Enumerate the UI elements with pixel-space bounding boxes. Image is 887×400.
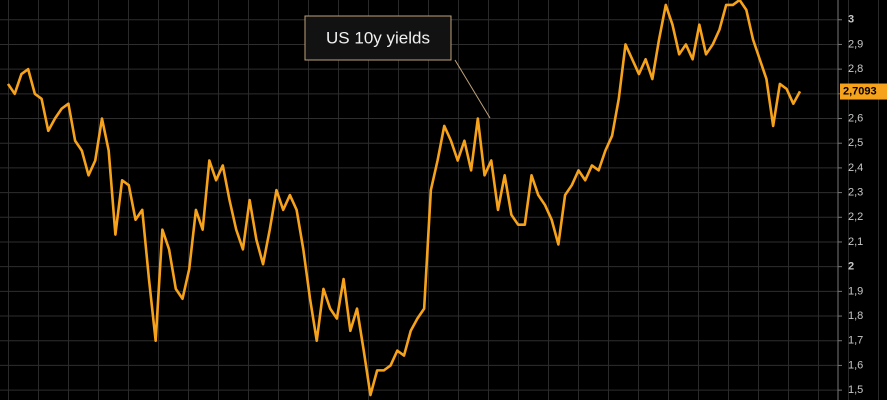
last-value-box bbox=[840, 83, 887, 100]
y-tick-label: 2,4 bbox=[848, 162, 863, 174]
y-tick-label: 1,9 bbox=[848, 285, 863, 297]
y-tick-label: 1,8 bbox=[848, 310, 863, 322]
y-tick-label: 2,8 bbox=[848, 63, 863, 75]
y-tick-label: 2,3 bbox=[848, 186, 863, 198]
y-tick-label: 2 bbox=[848, 261, 854, 273]
annotation-text: US 10y yields bbox=[326, 28, 430, 47]
y-tick-label: 3 bbox=[848, 14, 854, 26]
y-tick-label: 2,9 bbox=[848, 38, 863, 50]
y-tick-label: 1,6 bbox=[848, 359, 863, 371]
y-tick-label: 2,5 bbox=[848, 137, 863, 149]
y-tick-label: 2,6 bbox=[848, 112, 863, 124]
last-value-label: 2,7093 bbox=[843, 85, 877, 97]
y-tick-label: 2,2 bbox=[848, 211, 863, 223]
yield-line bbox=[6, 0, 802, 397]
y-tick-label: 1,5 bbox=[848, 384, 863, 396]
y-tick-label: 3,1 bbox=[848, 0, 863, 1]
y-tick-label: 1,7 bbox=[848, 335, 863, 347]
annotation-leader bbox=[454, 59, 491, 119]
annotation-box bbox=[304, 15, 452, 61]
y-tick-label: 2,1 bbox=[848, 236, 863, 248]
